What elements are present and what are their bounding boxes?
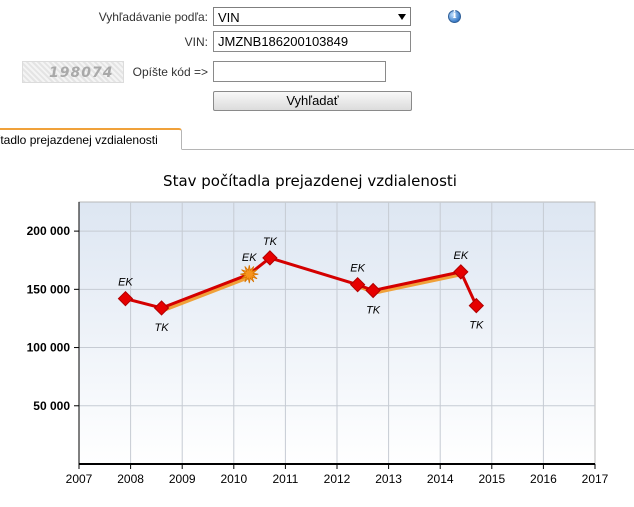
captcha-label: Opíšte kód => bbox=[132, 65, 208, 79]
data-point-label: TK bbox=[469, 320, 484, 332]
grid-lines bbox=[79, 202, 595, 464]
tab-strip-border bbox=[0, 149, 634, 150]
data-point bbox=[349, 276, 366, 293]
axes: 2007 2008 2009 2010 2011 2012 2013 2014 2015 2016… bbox=[27, 202, 609, 486]
search-by-label: Vyhľadávanie podľa: bbox=[98, 10, 208, 24]
data-point-label: EK bbox=[118, 277, 133, 289]
data-point-label: TK bbox=[155, 322, 170, 334]
data-point-label: TK bbox=[366, 304, 381, 316]
search-button[interactable]: Vyhľadať bbox=[213, 91, 412, 111]
y-tick-label: 200 000 bbox=[27, 224, 71, 238]
tab-odometer-label: čítadlo prejazdenej vzdialenosti bbox=[0, 133, 158, 147]
captcha-image: 198074 bbox=[22, 61, 124, 83]
x-tick-label: 2010 bbox=[220, 472, 247, 486]
odometer-series: EK TK EK TK EK TK EK TK bbox=[117, 236, 485, 334]
info-icon[interactable] bbox=[448, 10, 461, 23]
estimate-segment bbox=[373, 271, 465, 295]
y-tick-label: 150 000 bbox=[27, 282, 71, 296]
data-point bbox=[117, 290, 134, 307]
data-point bbox=[468, 297, 485, 314]
x-tick-label: 2012 bbox=[324, 472, 351, 486]
y-tick-label: 100 000 bbox=[27, 341, 71, 355]
data-point-label: EK bbox=[242, 252, 257, 264]
chart-title: Stav počítadla prejazdenej vzdialenosti bbox=[163, 172, 457, 190]
data-point bbox=[365, 282, 381, 299]
tab-odometer[interactable]: čítadlo prejazdenej vzdialenosti bbox=[0, 128, 182, 150]
x-tick-label: 2016 bbox=[530, 472, 557, 486]
data-point-label: TK bbox=[263, 236, 278, 248]
series-line bbox=[125, 256, 478, 310]
data-point-label: EK bbox=[453, 250, 468, 262]
data-point bbox=[153, 300, 170, 316]
y-tick-label: 50 000 bbox=[33, 399, 70, 413]
x-tick-label: 2008 bbox=[117, 472, 144, 486]
captcha-input[interactable] bbox=[213, 61, 386, 82]
data-point bbox=[262, 250, 278, 266]
x-tick-label: 2013 bbox=[375, 472, 402, 486]
x-tick-label: 2007 bbox=[66, 472, 93, 486]
x-tick-label: 2009 bbox=[169, 472, 196, 486]
x-tick-label: 2015 bbox=[478, 472, 505, 486]
vin-label: VIN: bbox=[184, 35, 208, 49]
x-tick-label: 2017 bbox=[582, 472, 609, 486]
x-tick-label: 2011 bbox=[272, 472, 298, 486]
estimate-segment bbox=[161, 274, 254, 312]
data-point bbox=[453, 264, 469, 280]
search-by-selected-value: VIN bbox=[218, 10, 240, 25]
chevron-down-icon bbox=[398, 14, 406, 20]
data-point-starburst bbox=[240, 265, 259, 284]
search-by-select[interactable]: VIN bbox=[213, 7, 411, 26]
vin-input[interactable] bbox=[213, 31, 411, 52]
captcha-code: 198074 bbox=[49, 65, 114, 81]
odometer-chart: Stav počítadla prejazdenej vzdialenosti … bbox=[27, 172, 609, 486]
x-tick-label: 2014 bbox=[427, 472, 454, 486]
data-point-label: EK bbox=[350, 263, 365, 275]
